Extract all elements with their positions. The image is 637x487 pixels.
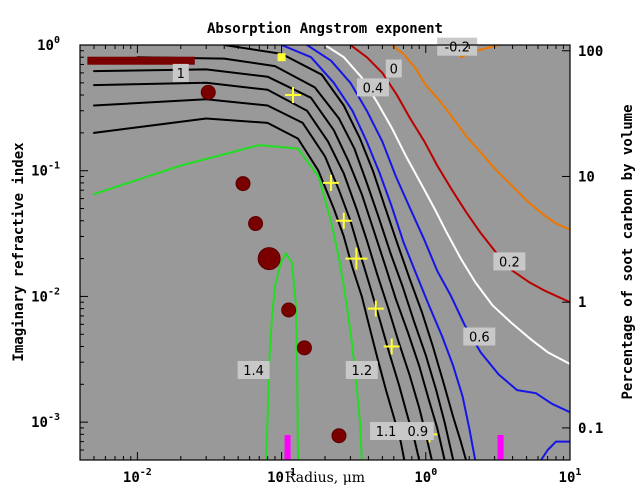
x-tick-label: 101: [559, 467, 582, 486]
svg-text:1.2: 1.2: [351, 364, 372, 379]
x-axis-ticks: 10-2 10-1 100 101: [79, 45, 582, 486]
circle-marker: [257, 247, 281, 271]
plot-background: [80, 45, 570, 460]
x-tick-label: 10-2: [123, 467, 152, 486]
circle-marker: [200, 84, 216, 100]
circle-marker: [296, 340, 312, 356]
y-tick-label: 10-2: [31, 286, 60, 305]
svg-text:0.4: 0.4: [363, 81, 384, 96]
y2-tick-label: 100: [578, 44, 603, 60]
svg-text:0.9: 0.9: [407, 425, 428, 440]
contour-line: [93, 144, 363, 460]
x-tick-label: 100: [414, 467, 437, 486]
magenta-tick: [284, 435, 291, 460]
contour-line: [540, 440, 570, 460]
contour-level-label: 0: [385, 59, 402, 78]
contour-line: [93, 98, 421, 460]
contour-line: [265, 252, 299, 460]
svg-text:1: 1: [177, 67, 185, 82]
contour-level-label: 0.4: [356, 78, 389, 97]
plus-marker: [335, 212, 352, 229]
plus-marker: [383, 338, 400, 355]
y-tick-label: 10-1: [31, 161, 60, 180]
plus-marker: [285, 87, 302, 104]
svg-text:0: 0: [390, 63, 398, 78]
circle-marker: [281, 302, 297, 318]
x-tick-label: 10-1: [267, 467, 296, 486]
plus-marker: [367, 300, 384, 317]
magenta-tick: [497, 435, 504, 460]
square-marker: [277, 53, 286, 62]
plus-marker: [345, 247, 368, 270]
plot-extras: [87, 53, 504, 460]
y2-axis-ticks: 100 10 1 0.1: [562, 44, 603, 437]
contour-line: [93, 81, 433, 460]
dark-red-bar: [87, 56, 195, 65]
contour-level-label: 0.9: [401, 422, 434, 441]
contour-line: [280, 45, 477, 460]
svg-text:1.4: 1.4: [243, 364, 264, 379]
y-axis-ticks: 100 10-1 10-2 10-3: [31, 35, 88, 461]
y2-tick-label: 0.1: [578, 421, 603, 437]
plus-marker: [322, 174, 339, 191]
contour-line: [136, 56, 455, 460]
circle-marker: [331, 428, 347, 444]
y-axis-label: Imaginary refractive index: [11, 142, 27, 362]
contour-level-label: 1.4: [237, 360, 270, 379]
contour-level-label: 1.1: [370, 422, 403, 441]
svg-text:0.6: 0.6: [469, 331, 490, 346]
svg-text:1.1: 1.1: [376, 425, 397, 440]
y-tick-label: 10-3: [31, 412, 60, 431]
contour-level-label: 1.2: [345, 360, 378, 379]
svg-text:-0.2: -0.2: [444, 41, 469, 56]
circle-marker: [235, 176, 251, 192]
contour-line: [93, 68, 446, 460]
y2-tick-label: 10: [578, 169, 595, 185]
contour-line: [93, 117, 406, 460]
contour-lines: [93, 45, 570, 460]
contour-line: [390, 45, 570, 231]
y-tick-label: 100: [37, 35, 60, 54]
y2-tick-label: 1: [578, 295, 586, 311]
contour-level-labels: -0.2 0 0.4 1 1.4 1.2 1.1 0.9 0.6 0.2: [172, 37, 526, 441]
data-markers: [200, 84, 438, 444]
contour-level-label: 0.6: [463, 327, 496, 346]
svg-text:0.2: 0.2: [499, 255, 520, 270]
chart-title: Absorption Angstrom exponent: [207, 21, 443, 37]
contour-line: [223, 45, 467, 460]
circle-marker: [248, 216, 264, 232]
contour-level-label: -0.2: [437, 37, 478, 56]
contour-level-label: 1: [172, 63, 189, 82]
contour-line: [306, 45, 570, 414]
y2-axis-label: Percentage of soot carbon by volume: [620, 104, 636, 399]
contour-level-label: 0.2: [493, 252, 526, 270]
x-axis-label: Radius, μm: [285, 470, 365, 486]
